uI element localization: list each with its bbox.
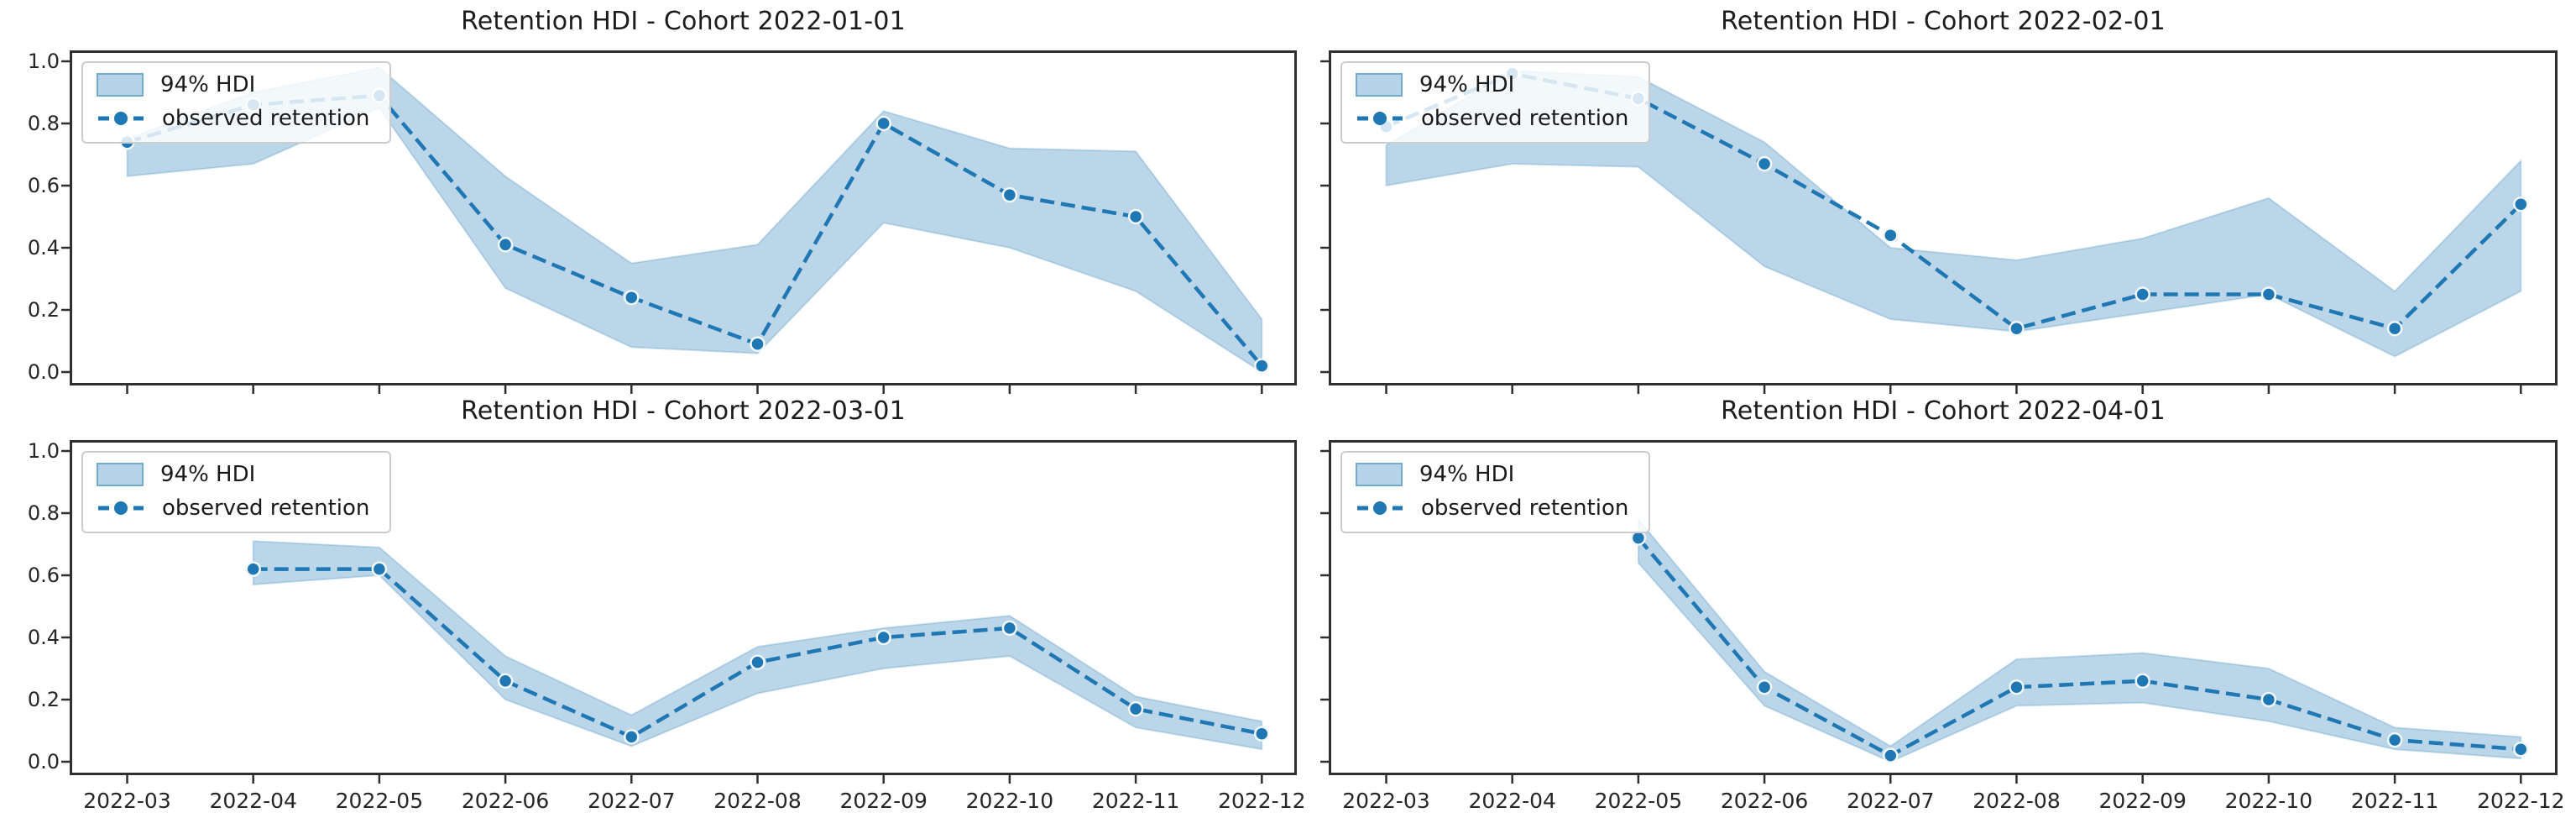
legend-entry-hdi: 94% HDI xyxy=(1356,73,1628,97)
y-tick-label: 0.8 xyxy=(27,501,60,525)
x-tick-label: 2022-07 xyxy=(588,789,676,813)
subplot-cohort-2022-01-01: 94% HDI observed retention xyxy=(61,50,1297,394)
x-tick-label: 2022-06 xyxy=(461,789,550,813)
x-tick-label: 2022-11 xyxy=(1091,789,1180,813)
y-tick-label: 0.4 xyxy=(27,626,60,649)
legend-entry-observed: observed retention xyxy=(1356,496,1628,520)
x-tick-label: 2022-06 xyxy=(1720,789,1809,813)
subplot-cohort-2022-03-01: 94% HDI observed retention xyxy=(61,440,1297,784)
chart-title-cohort-2022-01-01: Retention HDI - Cohort 2022-01-01 xyxy=(461,7,906,36)
legend-hdi-label: 94% HDI xyxy=(160,72,256,97)
x-tick-label: 2022-09 xyxy=(2098,789,2187,813)
x-tick-label: 2022-10 xyxy=(965,789,1054,813)
hdi-band-swatch-icon xyxy=(97,463,144,486)
legend-entry-observed: observed retention xyxy=(97,107,369,130)
plot-canvas xyxy=(1320,440,2558,784)
x-tick-label: 2022-05 xyxy=(1594,789,1683,813)
legend-observed-label: observed retention xyxy=(1421,106,1629,131)
x-tick-label: 2022-10 xyxy=(2224,789,2313,813)
observed-line-swatch-icon xyxy=(1357,112,1403,125)
hdi-band-swatch-icon xyxy=(1356,73,1403,97)
x-tick-label: 2022-12 xyxy=(2477,789,2565,813)
legend-entry-observed: observed retention xyxy=(1356,107,1628,130)
observed-line-swatch-icon xyxy=(98,501,144,515)
subplot-cohort-2022-04-01: 94% HDI observed retention xyxy=(1320,440,2558,784)
legend: 94% HDI observed retention xyxy=(81,451,392,533)
x-tick-label: 2022-03 xyxy=(83,789,171,813)
x-tick-label: 2022-11 xyxy=(2350,789,2439,813)
x-tick-label: 2022-08 xyxy=(1972,789,2061,813)
x-tick-label: 2022-03 xyxy=(1342,789,1430,813)
chart-title-cohort-2022-02-01: Retention HDI - Cohort 2022-02-01 xyxy=(1721,7,2166,36)
legend-hdi-label: 94% HDI xyxy=(1419,72,1515,97)
legend-hdi-label: 94% HDI xyxy=(160,462,256,487)
legend-observed-label: observed retention xyxy=(162,496,370,521)
legend-hdi-label: 94% HDI xyxy=(1419,462,1515,487)
x-tick-label: 2022-12 xyxy=(1218,789,1306,813)
legend-entry-hdi: 94% HDI xyxy=(1356,463,1628,486)
legend-observed-label: observed retention xyxy=(162,106,370,131)
subplot-cohort-2022-02-01: 94% HDI observed retention xyxy=(1320,50,2558,394)
x-tick-label: 2022-04 xyxy=(209,789,297,813)
y-tick-label: 0.2 xyxy=(27,298,60,322)
y-tick-label: 0.8 xyxy=(27,112,60,135)
chart-title-cohort-2022-03-01: Retention HDI - Cohort 2022-03-01 xyxy=(461,396,906,426)
y-tick-label: 0.0 xyxy=(27,360,60,384)
y-tick-label: 0.2 xyxy=(27,688,60,711)
hdi-band-swatch-icon xyxy=(97,73,144,97)
x-tick-label: 2022-08 xyxy=(713,789,802,813)
x-tick-label: 2022-07 xyxy=(1847,789,1935,813)
y-tick-label: 1.0 xyxy=(27,50,60,73)
legend-observed-label: observed retention xyxy=(1421,496,1629,521)
chart-title-cohort-2022-04-01: Retention HDI - Cohort 2022-04-01 xyxy=(1721,396,2166,426)
y-tick-label: 0.6 xyxy=(27,564,60,587)
y-tick-label: 1.0 xyxy=(27,439,60,463)
x-tick-label: 2022-04 xyxy=(1468,789,1556,813)
legend-entry-hdi: 94% HDI xyxy=(97,463,369,486)
x-tick-label: 2022-09 xyxy=(839,789,927,813)
y-tick-label: 0.0 xyxy=(27,750,60,773)
observed-line-swatch-icon xyxy=(98,112,144,125)
hdi-band-swatch-icon xyxy=(1356,463,1403,486)
legend-entry-observed: observed retention xyxy=(97,496,369,520)
x-tick-label: 2022-05 xyxy=(335,789,424,813)
legend: 94% HDI observed retention xyxy=(1340,451,1651,533)
plot-canvas xyxy=(61,440,1297,784)
legend-entry-hdi: 94% HDI xyxy=(97,73,369,97)
observed-line-swatch-icon xyxy=(1357,501,1403,515)
y-tick-label: 0.6 xyxy=(27,174,60,197)
legend: 94% HDI observed retention xyxy=(81,61,392,144)
y-tick-label: 0.4 xyxy=(27,236,60,260)
legend: 94% HDI observed retention xyxy=(1340,61,1651,144)
